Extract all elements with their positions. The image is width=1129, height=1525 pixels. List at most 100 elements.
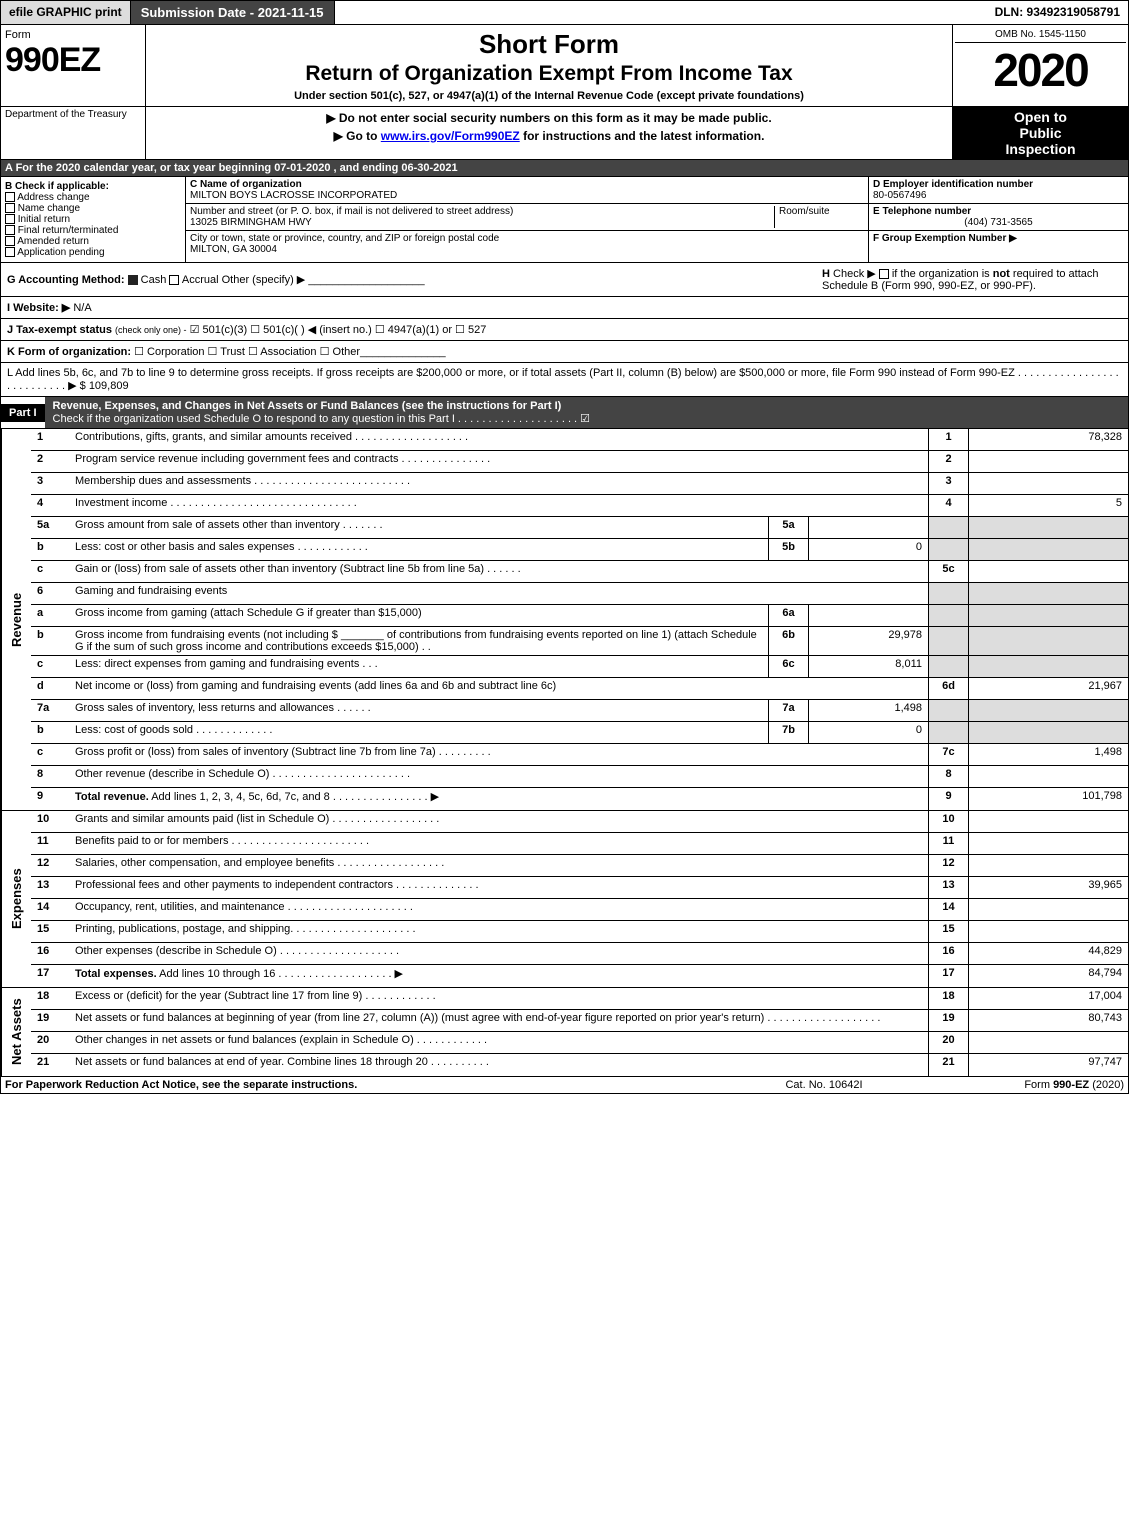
line-num: b	[31, 627, 71, 655]
line-mnum: 5b	[768, 539, 808, 560]
line-num: c	[31, 656, 71, 677]
group-exemption-label: F Group Exemption Number ▶	[873, 233, 1124, 244]
line-desc: Professional fees and other payments to …	[71, 877, 928, 898]
line-mnum: 6a	[768, 605, 808, 626]
line-rnum: 13	[928, 877, 968, 898]
line-mnum: 5a	[768, 517, 808, 538]
grey-cell	[928, 583, 968, 604]
line-rnum: 21	[928, 1054, 968, 1076]
grey-cell	[928, 656, 968, 677]
block-b-label: B Check if applicable:	[5, 181, 181, 192]
part1-check: Check if the organization used Schedule …	[53, 413, 591, 425]
line-num: 5a	[31, 517, 71, 538]
line-rnum: 8	[928, 766, 968, 787]
netassets-side-label: Net Assets	[1, 988, 31, 1076]
k-opts: ☐ Corporation ☐ Trust ☐ Association ☐ Ot…	[134, 345, 360, 358]
form-number: 990EZ	[5, 41, 141, 80]
grey-cell	[968, 605, 1128, 626]
room-suite-label: Room/suite	[774, 206, 864, 228]
line-val: 80,743	[968, 1010, 1128, 1031]
line-num: 16	[31, 943, 71, 964]
addr-label: Number and street (or P. O. box, if mail…	[190, 206, 774, 217]
line-rnum: 19	[928, 1010, 968, 1031]
section-a-period: A For the 2020 calendar year, or tax yea…	[0, 160, 1129, 177]
line-val	[968, 766, 1128, 787]
line-num: 21	[31, 1054, 71, 1076]
l-text: L Add lines 5b, 6c, and 7b to line 9 to …	[7, 367, 1122, 392]
line-num: 4	[31, 495, 71, 516]
line-val: 101,798	[968, 788, 1128, 810]
grey-cell	[928, 605, 968, 626]
line-desc: Net assets or fund balances at end of ye…	[71, 1054, 928, 1076]
form-label: Form	[5, 29, 141, 41]
line-val	[968, 451, 1128, 472]
line-mval: 1,498	[808, 700, 928, 721]
line-num: 12	[31, 855, 71, 876]
grey-cell	[928, 539, 968, 560]
chk-label-final: Final return/terminated	[18, 225, 119, 236]
open-to: Open to	[955, 109, 1126, 125]
line-num: b	[31, 539, 71, 560]
chk-accrual[interactable]	[169, 275, 179, 285]
dln-label: DLN: 93492319058791	[987, 1, 1128, 24]
line-mnum: 6b	[768, 627, 808, 655]
line-desc: Occupancy, rent, utilities, and maintena…	[71, 899, 928, 920]
line-val	[968, 899, 1128, 920]
line-rnum: 11	[928, 833, 968, 854]
line-val: 84,794	[968, 965, 1128, 987]
grey-cell	[968, 627, 1128, 655]
grey-cell	[968, 539, 1128, 560]
line-desc: Less: cost of goods sold . . . . . . . .…	[71, 722, 768, 743]
cash-label: Cash	[141, 274, 167, 286]
row-j: J Tax-exempt status (check only one) - ☑…	[0, 319, 1129, 341]
line-mval: 0	[808, 722, 928, 743]
line-rnum: 3	[928, 473, 968, 494]
j-label: J Tax-exempt status	[7, 324, 112, 336]
line-num: 15	[31, 921, 71, 942]
addr-value: 13025 BIRMINGHAM HWY	[190, 217, 774, 228]
line-num: 8	[31, 766, 71, 787]
line-rnum: 12	[928, 855, 968, 876]
line-val: 39,965	[968, 877, 1128, 898]
line-val	[968, 811, 1128, 832]
other-label: Other (specify) ▶	[222, 274, 306, 286]
chk-sched-b[interactable]	[879, 269, 889, 279]
line-desc: Less: direct expenses from gaming and fu…	[71, 656, 768, 677]
chk-initial-return[interactable]	[5, 214, 15, 224]
line-desc: Other changes in net assets or fund bala…	[71, 1032, 928, 1053]
line-desc: Excess or (deficit) for the year (Subtra…	[71, 988, 928, 1009]
public: Public	[955, 125, 1126, 141]
goto-notice-suffix: for instructions and the latest informat…	[520, 129, 765, 143]
grey-cell	[968, 517, 1128, 538]
line-rnum: 20	[928, 1032, 968, 1053]
goto-notice-prefix: ▶ Go to	[334, 129, 381, 143]
return-title: Return of Organization Exempt From Incom…	[152, 62, 946, 86]
footer-left: For Paperwork Reduction Act Notice, see …	[5, 1079, 724, 1091]
line-desc: Investment income . . . . . . . . . . . …	[71, 495, 928, 516]
line-rnum: 18	[928, 988, 968, 1009]
efile-print-button[interactable]: efile GRAPHIC print	[1, 1, 131, 24]
chk-label-name: Name change	[18, 203, 80, 214]
line-num: 18	[31, 988, 71, 1009]
accounting-label: G Accounting Method:	[7, 274, 125, 286]
line-val: 17,004	[968, 988, 1128, 1009]
irs-link[interactable]: www.irs.gov/Form990EZ	[381, 129, 520, 143]
chk-address-change[interactable]	[5, 192, 15, 202]
line-desc: Printing, publications, postage, and shi…	[71, 921, 928, 942]
chk-final-return[interactable]	[5, 225, 15, 235]
chk-cash[interactable]	[128, 275, 138, 285]
line-rnum: 16	[928, 943, 968, 964]
chk-name-change[interactable]	[5, 203, 15, 213]
total-expenses-label: Total expenses.	[75, 968, 157, 980]
chk-pending[interactable]	[5, 247, 15, 257]
chk-amended[interactable]	[5, 236, 15, 246]
line-num: 20	[31, 1032, 71, 1053]
line-mnum: 6c	[768, 656, 808, 677]
line-desc: Gross sales of inventory, less returns a…	[71, 700, 768, 721]
revenue-side-label: Revenue	[1, 429, 31, 810]
topbar: efile GRAPHIC print Submission Date - 20…	[0, 0, 1129, 25]
org-block: B Check if applicable: Address change Na…	[0, 177, 1129, 263]
line-num: 1	[31, 429, 71, 450]
line-mval: 0	[808, 539, 928, 560]
under-section: Under section 501(c), 527, or 4947(a)(1)…	[152, 90, 946, 102]
